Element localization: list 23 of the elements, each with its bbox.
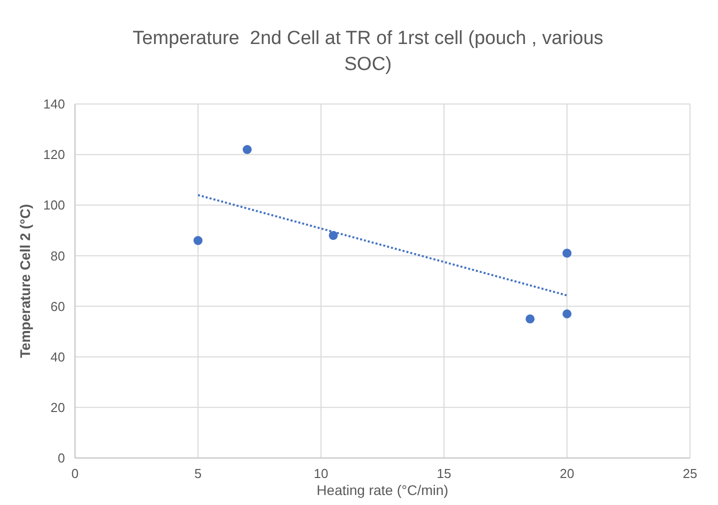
x-axis-title: Heating rate (°C/min) xyxy=(316,482,448,498)
y-tick-label: 40 xyxy=(50,349,65,364)
y-tick-label: 100 xyxy=(43,198,65,213)
point xyxy=(526,314,535,324)
y-tick-label: 140 xyxy=(43,96,65,112)
x-tick-label: 15 xyxy=(436,466,452,481)
y-axis-title: Temperature Cell 2 (°C) xyxy=(17,204,33,358)
y-tick-label: 80 xyxy=(50,248,65,264)
point xyxy=(242,145,252,154)
y-tick-label: 120 xyxy=(43,147,65,162)
x-tick-label: 10 xyxy=(314,466,328,481)
x-tick-label: 0 xyxy=(71,466,79,481)
chart-title: Temperature 2nd Cell at TR of 1rst cell (pouch , various SOC) xyxy=(132,28,604,75)
point xyxy=(194,236,202,246)
y-tick-label: 20 xyxy=(50,400,65,415)
point xyxy=(562,309,572,318)
x-tick-label: 20 xyxy=(560,466,574,481)
y-tick-label: 0 xyxy=(58,450,65,466)
y-tick-label: 60 xyxy=(50,298,65,314)
x-tick-label: 25 xyxy=(682,466,698,481)
point xyxy=(328,230,338,240)
x-tick-label: 5 xyxy=(194,466,202,481)
point xyxy=(562,248,572,258)
